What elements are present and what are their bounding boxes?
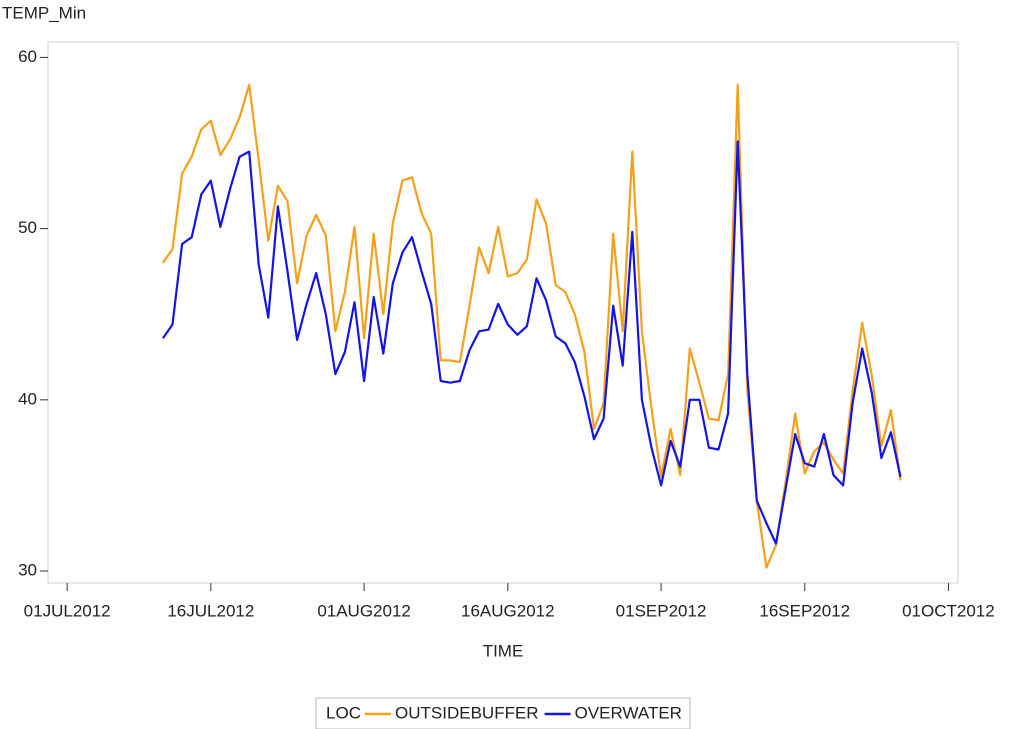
x-tick-label: 16JUL2012 [167, 601, 254, 620]
y-tick-label: 50 [18, 218, 37, 237]
series-line [161, 83, 902, 569]
x-tick-label: 01SEP2012 [616, 601, 707, 620]
x-tick-label: 01OCT2012 [902, 601, 995, 620]
legend-title: LOC [326, 703, 361, 722]
y-axis-label: TEMP_Min [2, 3, 86, 22]
y-tick-label: 40 [18, 389, 37, 408]
x-tick-label: 01AUG2012 [317, 601, 411, 620]
legend: LOC OUTSIDEBUFFER OVERWATER [315, 697, 691, 729]
plot-frame [47, 41, 959, 584]
x-tick-label: 16AUG2012 [461, 601, 555, 620]
x-axis-label: TIME [483, 641, 524, 660]
series-line [161, 140, 902, 545]
y-tick-label: 60 [18, 47, 37, 66]
legend-label: OVERWATER [575, 703, 682, 722]
x-tick-label: 01JUL2012 [24, 601, 111, 620]
y-tick-label: 30 [18, 561, 37, 580]
x-tick-label: 16SEP2012 [759, 601, 850, 620]
legend-label: OUTSIDEBUFFER [395, 703, 539, 722]
legend-box [315, 697, 691, 729]
